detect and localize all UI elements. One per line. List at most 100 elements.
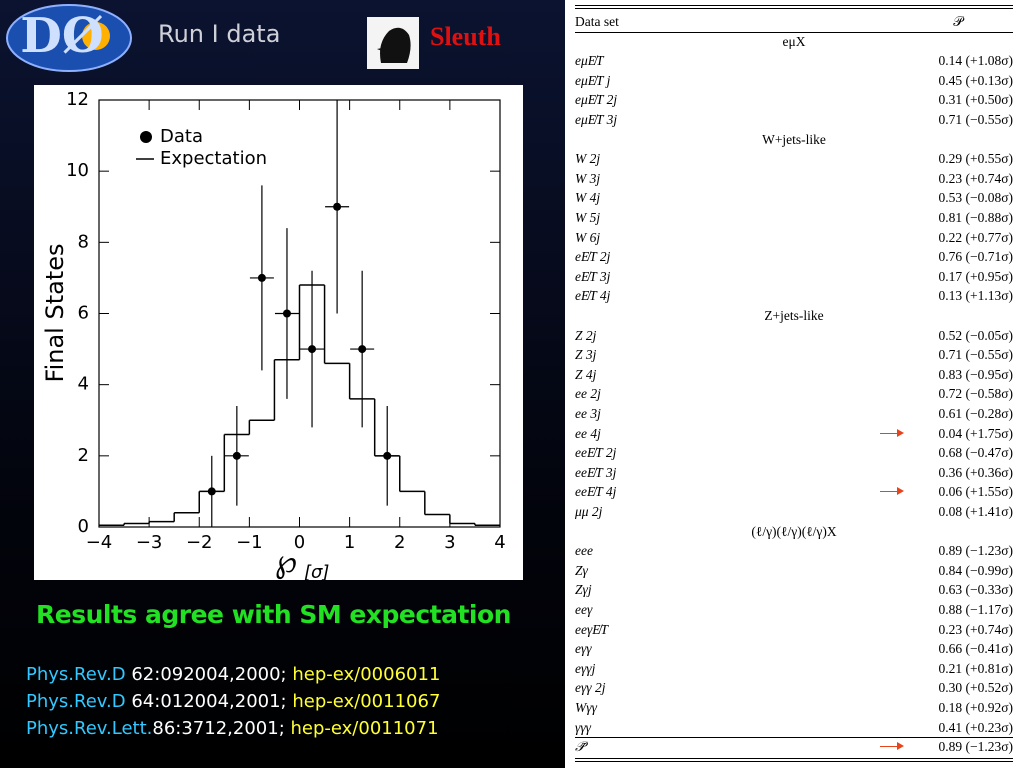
rule (575, 5, 1013, 6)
row-name: Z 4j (575, 366, 597, 382)
y-tick-label: 0 (78, 516, 89, 537)
row-value: 0.29 (+0.55σ) (938, 151, 1013, 167)
row-value: 0.52 (−0.05σ) (938, 327, 1013, 343)
table-row: Wγγ 0.18 (+0.92σ) (575, 698, 1013, 718)
table-row: eeE̸T 3j 0.36 (+0.36σ) (575, 463, 1013, 483)
table-row: eE̸T 2j 0.76 (−0.71σ) (575, 247, 1013, 267)
table-row: W 2j 0.29 (+0.55σ) (575, 149, 1013, 169)
row-value: 0.84 (−0.99σ) (938, 562, 1013, 578)
table-row: W 6j 0.22 (+0.77σ) (575, 228, 1013, 248)
tool-name: Sleuth (430, 22, 501, 51)
row-value: 0.68 (−0.47σ) (938, 445, 1013, 461)
row-name: W 4j (575, 190, 601, 206)
table-row: ee 2j 0.72 (−0.58σ) (575, 384, 1013, 404)
row-value: 0.83 (−0.95σ) (938, 366, 1013, 382)
row-name: eee (575, 543, 593, 559)
reference-arxiv: hep-ex/0011067 (286, 691, 441, 712)
table-row: eee 0.89 (−1.23σ) (575, 541, 1013, 561)
row-name: eμE̸T 3j (575, 112, 618, 127)
table-row: ee 4j 0.04 (+1.75σ) (575, 424, 1013, 444)
row-name: Z 3j (575, 347, 597, 363)
row-name: Zγ (575, 562, 588, 578)
logo-shape (6, 4, 132, 72)
table-row: eγγ 0.66 (−0.41σ) (575, 639, 1013, 659)
table-row: eμE̸T 3j 0.71 (−0.55σ) (575, 110, 1013, 130)
table-row: γγγ 0.41 (+0.23σ) (575, 718, 1013, 738)
table-row: eμE̸T 2j 0.31 (+0.50σ) (575, 90, 1013, 110)
y-tick-label: 12 (66, 89, 89, 110)
x-tick-label: −4 (86, 532, 113, 553)
row-value: 0.63 (−0.33σ) (938, 582, 1013, 598)
table-row: eeγ 0.88 (−1.17σ) (575, 600, 1013, 620)
logo: DØ (6, 4, 132, 72)
row-value: 0.45 (+0.13σ) (938, 72, 1013, 88)
row-name: Wγγ (575, 700, 597, 715)
row-name: eμE̸T j (575, 72, 611, 88)
reference-arxiv: hep-ex/0006011 (286, 664, 441, 685)
row-value: 0.17 (+0.95σ) (938, 268, 1013, 284)
rule (575, 760, 1013, 762)
row-value: 0.22 (+0.77σ) (938, 229, 1013, 245)
row-name: eeγ (575, 602, 593, 617)
reference-arxiv: hep-ex/0011071 (284, 718, 439, 739)
data-point (232, 451, 241, 460)
row-value: 0.30 (+0.52σ) (938, 680, 1013, 696)
x-axis-label-sub: [σ] (304, 562, 329, 580)
row-name: eE̸T 2j (575, 249, 611, 265)
row-value: 0.31 (+0.50σ) (938, 92, 1013, 108)
data-point (257, 273, 266, 282)
row-name: ee 2j (575, 386, 601, 402)
data-point (358, 345, 367, 354)
reference: Phys.Rev.D 64:012004,2001; hep-ex/001106… (26, 691, 440, 712)
sleuth-icon (367, 17, 419, 69)
x-tick-label: 2 (394, 532, 405, 553)
icon-pipe (377, 47, 387, 53)
table-row: eμX (575, 32, 1013, 52)
table-row: eγγj 0.21 (+0.81σ) (575, 659, 1013, 679)
logo-text: DØ (20, 8, 103, 64)
row-name: eγγj (575, 660, 596, 676)
table-row: eμE̸T 0.14 (+1.08σ) (575, 51, 1013, 71)
row-name: W 2j (575, 151, 601, 167)
row-arrow (880, 742, 904, 751)
table-row: W 5j 0.81 (−0.88σ) (575, 208, 1013, 228)
table-row: Z+jets-like (575, 306, 1013, 326)
x-tick-label: 0 (294, 532, 305, 553)
row-name: ee 3j (575, 406, 601, 421)
row-name: Z 2j (575, 327, 597, 343)
row-value: 0.53 (−0.08σ) (938, 190, 1013, 206)
row-name: W 6j (575, 229, 601, 245)
table-row: Z 3j 0.71 (−0.55σ) (575, 345, 1013, 365)
x-tick-label: −3 (136, 532, 163, 553)
section-title: Z+jets-like (764, 308, 824, 323)
y-tick-label: 10 (66, 160, 89, 181)
row-name: eeE̸T 4j (575, 484, 617, 500)
row-name: eγγ 2j (575, 680, 606, 696)
row-value: 0.81 (−0.88σ) (938, 210, 1013, 225)
row-value: 0.13 (+1.13σ) (938, 288, 1013, 304)
section-title: eμX (782, 33, 806, 49)
legend-label: Expectation (160, 148, 267, 169)
data-point (308, 345, 317, 354)
row-name: eeE̸T 2j (575, 445, 617, 461)
row-name: eμE̸T (575, 53, 604, 69)
row-value: 0.71 (−0.55σ) (938, 347, 1013, 363)
table-row: Z 2j 0.52 (−0.05σ) (575, 326, 1013, 346)
x-tick-label: 1 (344, 532, 355, 553)
table-row: 𝒫̃ 0.89 (−1.23σ) (575, 737, 1013, 757)
row-value: 0.08 (+1.41σ) (938, 504, 1013, 519)
subtitle: Run I data (158, 20, 281, 48)
table-row: W 4j 0.53 (−0.08σ) (575, 188, 1013, 208)
legend-label: Data (160, 126, 203, 147)
y-tick-label: 2 (78, 445, 89, 466)
x-axis-label: ℘ (275, 542, 297, 580)
header-cell: 𝒫 (953, 14, 963, 29)
section-title: (ℓ/γ)(ℓ/γ)(ℓ/γ)X (751, 523, 837, 539)
row-name: 𝒫̃ (575, 739, 585, 755)
row-name: eeE̸T 3j (575, 464, 617, 480)
row-name: eE̸T 3j (575, 268, 611, 284)
row-name: γγγ (575, 719, 591, 735)
row-name: ee 4j (575, 425, 601, 441)
